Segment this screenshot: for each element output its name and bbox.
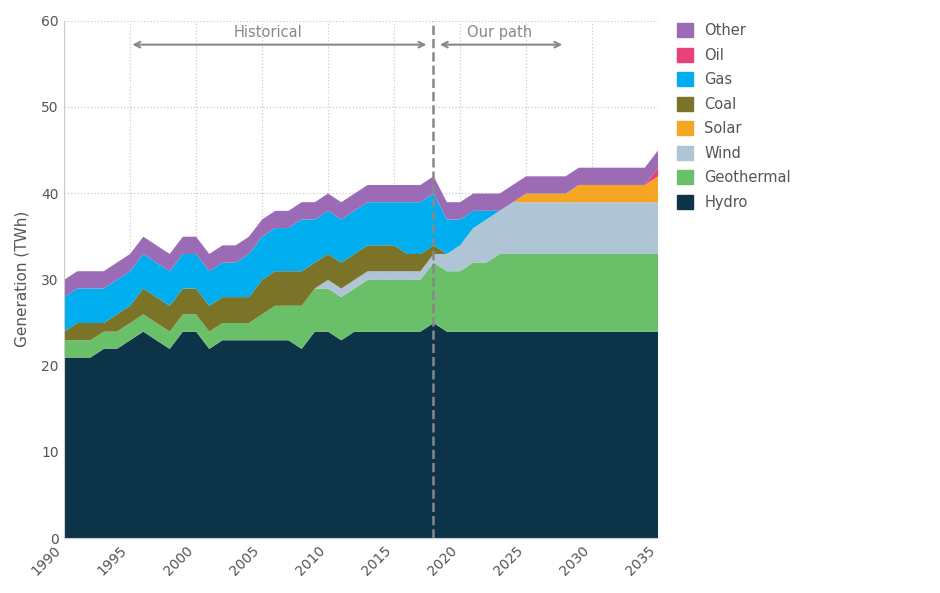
Text: Our path: Our path xyxy=(466,25,532,40)
Legend: Other, Oil, Gas, Coal, Solar, Wind, Geothermal, Hydro: Other, Oil, Gas, Coal, Solar, Wind, Geot… xyxy=(671,17,797,215)
Y-axis label: Generation (TWh): Generation (TWh) xyxy=(15,211,30,347)
Text: Historical: Historical xyxy=(234,25,303,40)
